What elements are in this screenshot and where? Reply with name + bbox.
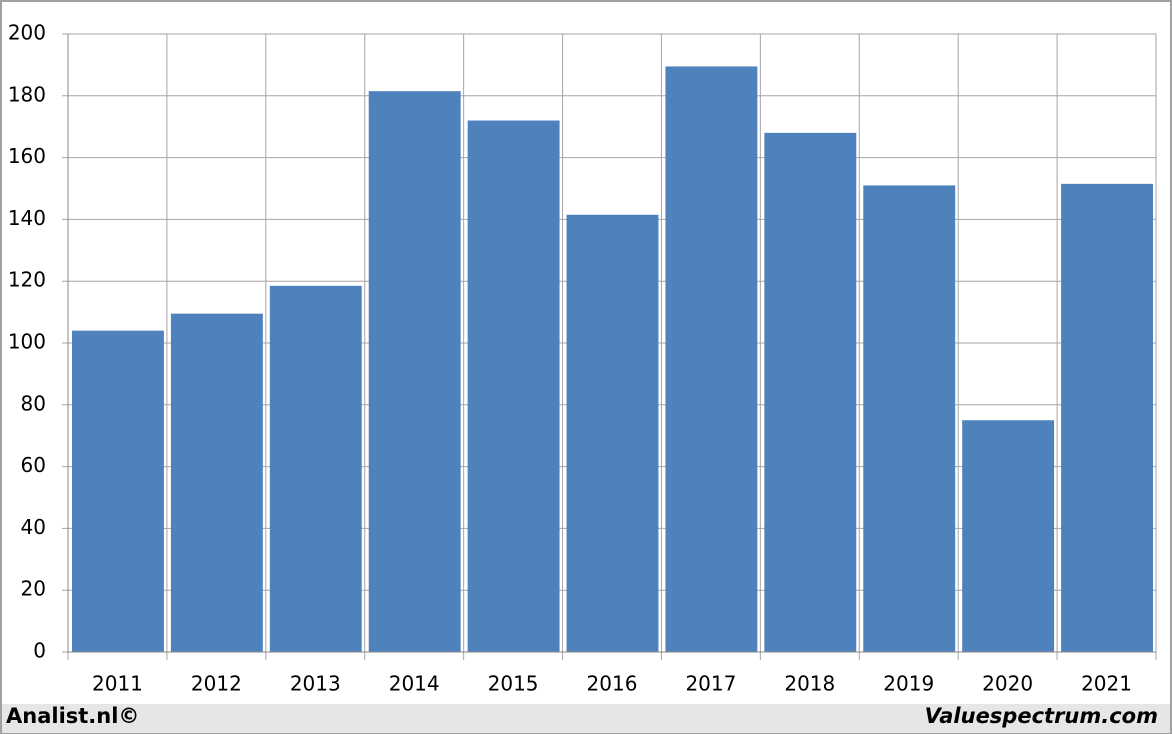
y-tick-label: 80 <box>21 391 46 415</box>
bar <box>368 91 461 653</box>
x-tick-label: 2021 <box>1081 672 1132 696</box>
bar <box>72 330 164 652</box>
bar <box>665 66 758 652</box>
bar <box>764 132 857 652</box>
footer-band <box>2 704 1170 733</box>
y-tick-label: 0 <box>33 639 46 663</box>
x-tick-label: 2014 <box>389 672 440 696</box>
y-tick-label: 120 <box>8 268 46 292</box>
x-tick-label: 2017 <box>685 672 736 696</box>
x-tick-label: 2013 <box>290 672 341 696</box>
x-tick-label: 2016 <box>587 672 638 696</box>
bar <box>566 214 659 652</box>
x-tick-label: 2018 <box>784 672 835 696</box>
y-tick-label: 140 <box>8 206 46 230</box>
x-tick-label: 2020 <box>982 672 1033 696</box>
y-tick-label: 160 <box>8 144 46 168</box>
footer-left: Analist.nl© <box>6 704 139 728</box>
y-tick-label: 60 <box>21 453 46 477</box>
footer-right: Valuespectrum.com <box>925 704 1158 728</box>
bar <box>269 285 362 652</box>
bar <box>863 185 956 652</box>
y-tick-label: 100 <box>8 330 46 354</box>
y-tick-label: 40 <box>21 515 46 539</box>
x-tick-label: 2011 <box>92 672 143 696</box>
x-tick-label: 2015 <box>488 672 539 696</box>
y-tick-label: 200 <box>8 21 46 45</box>
x-tick-label: 2012 <box>191 672 242 696</box>
bar <box>467 120 560 652</box>
bar <box>1061 183 1153 653</box>
x-tick-label: 2019 <box>883 672 934 696</box>
bar <box>962 420 1055 652</box>
bar <box>170 313 263 652</box>
y-tick-label: 20 <box>21 577 46 601</box>
y-tick-label: 180 <box>8 82 46 106</box>
